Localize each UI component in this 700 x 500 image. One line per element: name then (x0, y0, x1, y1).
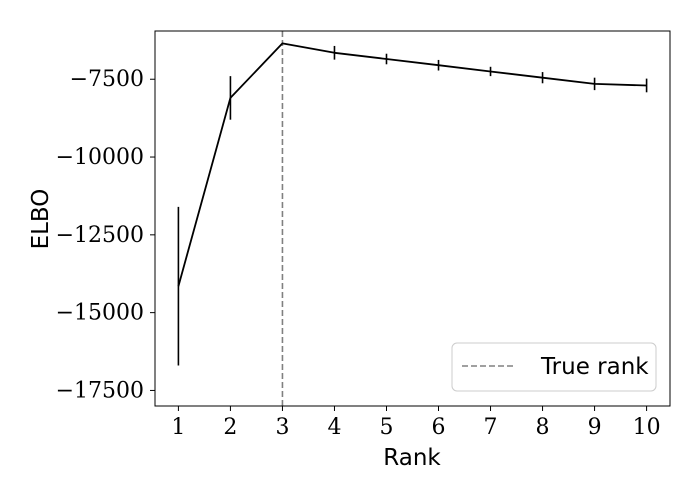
plot-area (177, 31, 648, 406)
y-tick-label-10000: −10000 (56, 145, 144, 170)
y-axis-label: ELBO (28, 189, 54, 250)
legend-box (451, 342, 657, 392)
y-axis-ticks: −7500 −10000 −12500 −15000 −17500 (56, 67, 155, 403)
plot-frame (154, 30, 671, 407)
x-tick-label-1: 1 (171, 415, 185, 440)
x-axis-ticks: 1 2 3 4 5 6 7 8 9 10 (171, 406, 661, 440)
y-tick-label-12500: −12500 (56, 223, 144, 248)
x-tick-label-10: 10 (633, 415, 661, 440)
y-tick-label-15000: −15000 (56, 301, 144, 326)
x-tick-label-2: 2 (223, 415, 237, 440)
elbo-series-line (177, 42, 647, 287)
y-tick-label-7500: −7500 (70, 67, 144, 92)
y-tick-label-17500: −17500 (56, 378, 144, 403)
legend: True rank (451, 342, 657, 392)
x-tick-label-3: 3 (275, 415, 289, 440)
x-tick-label-6: 6 (432, 415, 446, 440)
x-tick-label-4: 4 (327, 415, 341, 440)
x-axis-label: Rank (383, 445, 441, 471)
legend-label-true-rank: True rank (540, 354, 649, 380)
x-tick-label-5: 5 (379, 415, 393, 440)
x-tick-label-8: 8 (536, 415, 550, 440)
x-tick-label-9: 9 (588, 415, 602, 440)
x-tick-label-7: 7 (484, 415, 498, 440)
